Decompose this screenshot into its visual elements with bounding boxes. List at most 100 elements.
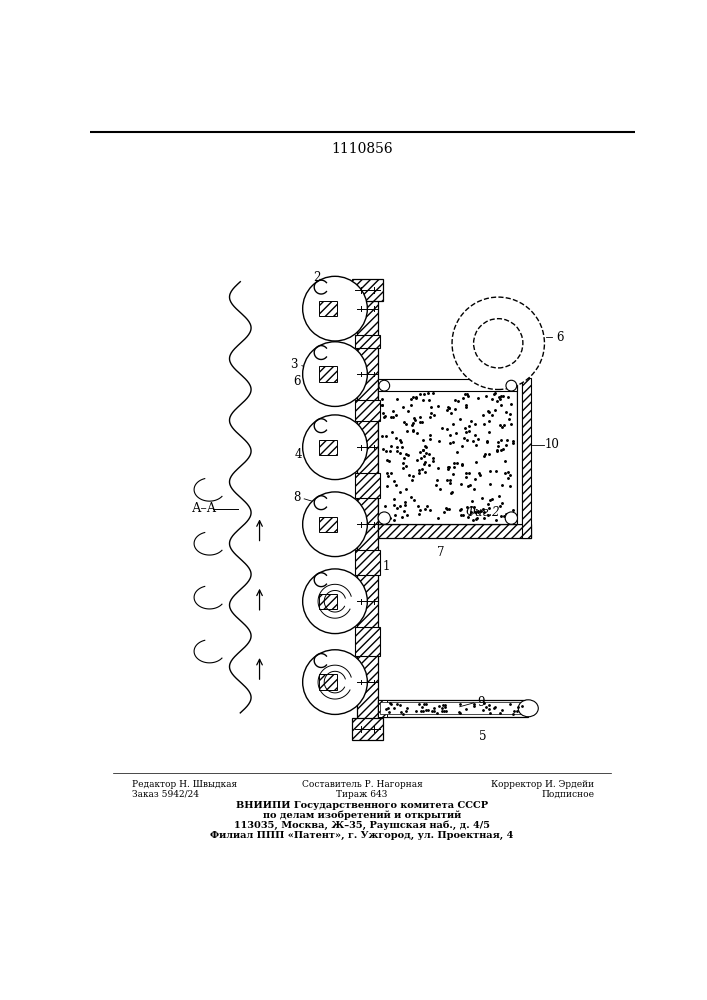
Circle shape	[452, 297, 544, 389]
Point	[424, 427, 436, 443]
Point	[418, 448, 429, 464]
Point	[392, 443, 403, 459]
Point	[414, 386, 426, 402]
Point	[431, 477, 442, 493]
Point	[486, 407, 498, 423]
Ellipse shape	[518, 700, 538, 717]
Point	[381, 465, 392, 481]
Point	[445, 435, 456, 451]
Point	[409, 410, 420, 426]
Point	[460, 386, 471, 402]
Point	[441, 472, 452, 488]
Bar	[355, 627, 380, 656]
Point	[462, 509, 474, 525]
Point	[399, 494, 411, 510]
Point	[406, 417, 417, 433]
Point	[410, 390, 421, 406]
Point	[460, 424, 472, 440]
Point	[440, 703, 452, 719]
Point	[460, 701, 472, 717]
Point	[450, 392, 461, 408]
Point	[469, 499, 480, 515]
Point	[411, 425, 422, 441]
Circle shape	[303, 569, 368, 634]
Point	[390, 407, 402, 423]
Point	[424, 502, 436, 518]
Point	[421, 439, 432, 455]
Point	[402, 423, 413, 439]
Point	[400, 481, 411, 497]
Point	[499, 453, 510, 469]
Point	[436, 420, 448, 436]
Point	[439, 697, 450, 713]
Point	[507, 433, 518, 449]
Point	[472, 503, 484, 519]
Point	[450, 425, 462, 441]
Point	[391, 430, 402, 446]
Point	[402, 447, 414, 463]
Point	[460, 399, 471, 415]
Point	[446, 484, 457, 500]
Bar	[522, 378, 532, 538]
Point	[464, 477, 475, 493]
Text: 6: 6	[556, 331, 563, 344]
Point	[418, 442, 429, 458]
Circle shape	[506, 380, 517, 391]
Point	[448, 416, 459, 432]
Circle shape	[303, 650, 368, 714]
Point	[442, 501, 453, 517]
Point	[441, 421, 452, 437]
Point	[423, 702, 434, 718]
Point	[419, 386, 430, 402]
Point	[481, 699, 492, 715]
Text: 1110856: 1110856	[331, 142, 393, 156]
Text: Фиг.2: Фиг.2	[465, 506, 500, 519]
Point	[384, 443, 395, 459]
Point	[462, 386, 473, 402]
Bar	[378, 389, 518, 524]
Point	[484, 476, 496, 492]
Point	[508, 706, 519, 722]
Point	[462, 388, 474, 404]
Point	[468, 481, 479, 497]
Point	[395, 434, 406, 450]
Point	[455, 507, 467, 523]
Point	[424, 431, 436, 447]
Point	[380, 443, 392, 459]
Point	[468, 696, 479, 712]
Point	[498, 388, 509, 404]
Point	[502, 470, 513, 486]
Text: 2: 2	[314, 271, 321, 284]
Point	[419, 501, 430, 517]
Point	[385, 695, 396, 711]
Point	[466, 413, 477, 429]
Point	[445, 427, 456, 443]
Point	[419, 438, 430, 454]
Bar	[319, 594, 337, 609]
Point	[491, 442, 503, 458]
Point	[379, 409, 390, 425]
Point	[397, 460, 409, 476]
Point	[431, 705, 443, 721]
Bar	[518, 378, 522, 524]
Point	[400, 703, 411, 719]
Point	[389, 491, 400, 507]
Point	[414, 502, 426, 518]
Point	[479, 695, 490, 711]
Bar	[319, 674, 337, 690]
Point	[406, 397, 417, 413]
Bar	[356, 289, 378, 724]
Point	[455, 502, 466, 518]
Point	[425, 405, 436, 421]
Circle shape	[303, 415, 368, 480]
Point	[392, 500, 403, 516]
Point	[483, 403, 494, 419]
Point	[491, 463, 502, 479]
Point	[384, 704, 395, 720]
Point	[443, 459, 454, 475]
Text: Тираж 643: Тираж 643	[337, 790, 387, 799]
Bar	[378, 379, 518, 391]
Point	[400, 446, 411, 462]
Point	[379, 408, 390, 424]
Point	[480, 388, 491, 404]
